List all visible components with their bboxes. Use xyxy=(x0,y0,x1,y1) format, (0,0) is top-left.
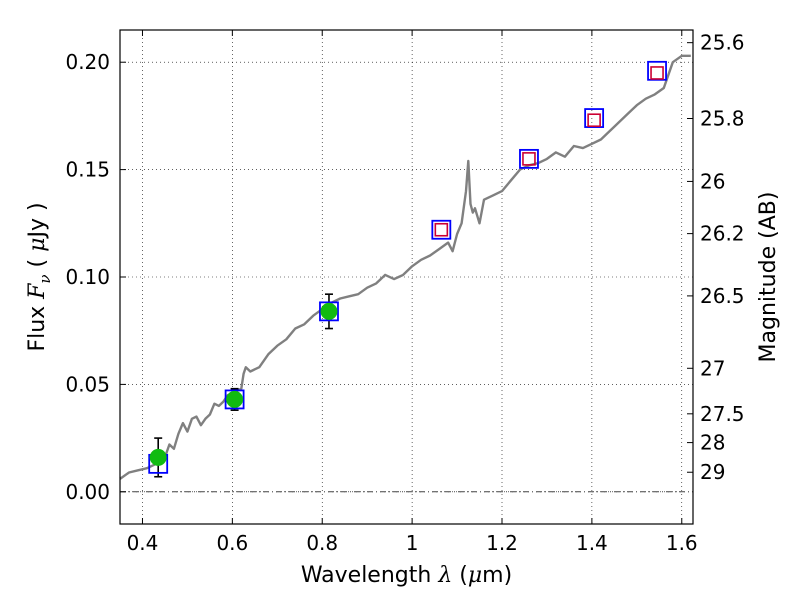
axis-ticks xyxy=(120,30,693,524)
grid-lines xyxy=(120,30,693,524)
y2-tick-label: 26 xyxy=(700,169,725,193)
y2-tick-label: 29 xyxy=(700,460,725,484)
y2-tick-label: 27.5 xyxy=(700,402,745,426)
data-markers xyxy=(148,60,667,474)
optical-circle-marker xyxy=(320,302,338,320)
y-tick-label: 0.05 xyxy=(65,372,110,396)
y2-tick-label: 26.5 xyxy=(700,284,745,308)
x-tick-label: 0.8 xyxy=(306,531,338,555)
y2-tick-label: 25.6 xyxy=(700,31,745,55)
y-tick-label: 0.00 xyxy=(65,480,110,504)
x-tick-label: 1.4 xyxy=(576,531,608,555)
spectrum-series xyxy=(119,54,691,480)
x-tick-label: 1.6 xyxy=(666,531,698,555)
y-tick-label: 0.10 xyxy=(65,265,110,289)
model-square-marker xyxy=(319,301,339,322)
model-square-marker xyxy=(519,148,539,169)
model-square-marker xyxy=(431,219,452,240)
x-tick-label: 1.2 xyxy=(486,531,518,555)
nir-square-marker xyxy=(434,222,449,237)
nir-square-marker xyxy=(522,152,536,166)
y-tick-label: 0.20 xyxy=(65,50,110,74)
tick-labels: 0.4 0.6 0.8 1 1.2 1.4 1.6 0.00 0.05 0.10 0.15 0.20 2… xyxy=(65,31,744,555)
x-tick-label: 0.6 xyxy=(216,531,248,555)
nir-square-marker xyxy=(587,113,601,128)
model-square-marker xyxy=(584,108,605,128)
optical-circle-marker xyxy=(226,390,244,408)
model-square-marker xyxy=(224,389,245,410)
y2-tick-label: 28 xyxy=(700,431,725,455)
y-tick-label: 0.15 xyxy=(65,158,110,182)
spectrum-line xyxy=(119,54,691,480)
y2-tick-label: 27 xyxy=(700,356,725,380)
y2-tick-label: 26.2 xyxy=(700,222,745,246)
model-square-marker xyxy=(647,60,667,81)
nir-square-marker xyxy=(650,66,664,80)
optical-circle-marker xyxy=(149,448,167,466)
x-tick-label: 0.4 xyxy=(127,531,159,555)
y-axis-label: Flux Fν ( μJy ) xyxy=(25,202,54,351)
plot-frame xyxy=(119,29,694,525)
secondary-y-axis-label: Magnitude (AB) xyxy=(756,192,781,363)
x-axis-label: Wavelength λ (μm) xyxy=(301,563,512,588)
y2-tick-label: 25.8 xyxy=(700,106,745,130)
x-tick-label: 1 xyxy=(406,531,419,555)
